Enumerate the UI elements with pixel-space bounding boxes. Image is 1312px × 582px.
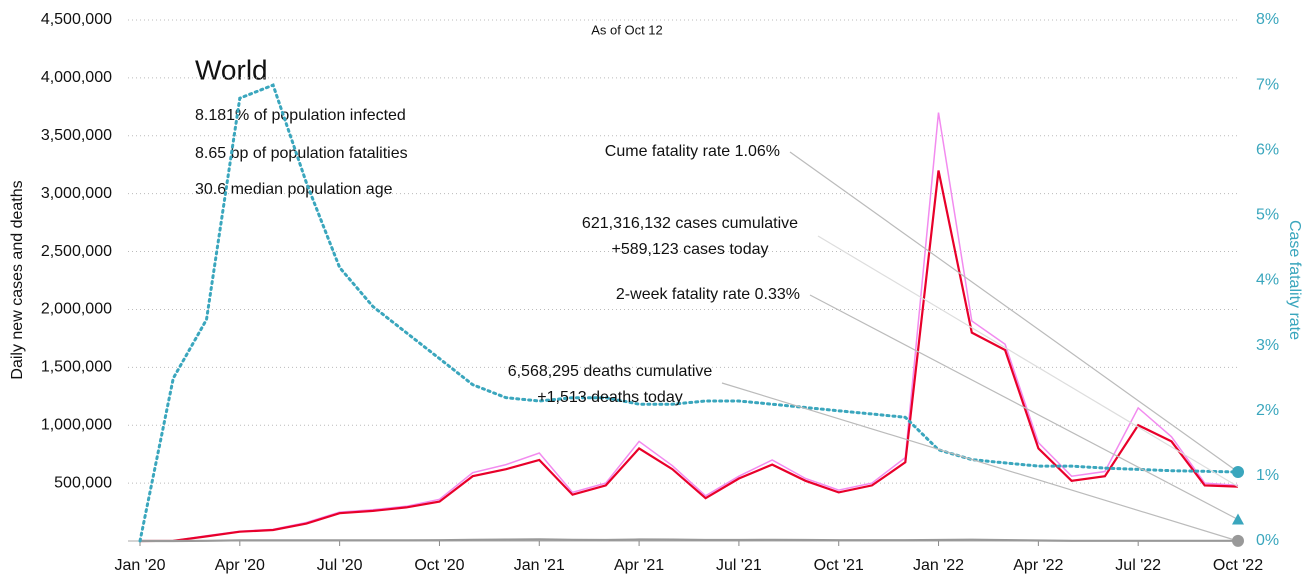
stat: 8.65 bp of population fatalities xyxy=(195,145,408,162)
y-tick-label: 4,500,000 xyxy=(41,11,112,28)
y2-tick-label: 6% xyxy=(1256,141,1279,158)
annotation: Cume fatality rate 1.06% xyxy=(605,143,780,160)
leader-line xyxy=(789,151,1239,473)
y2-tick-label: 3% xyxy=(1256,337,1279,354)
y2-tick-label: 0% xyxy=(1256,532,1279,549)
series-line xyxy=(138,83,1240,543)
annotation: 621,316,132 cases cumulative xyxy=(582,215,798,232)
end-marker xyxy=(1232,465,1244,478)
x-tick-label: Jul '21 xyxy=(716,557,762,574)
annotation: +1,513 deaths today xyxy=(537,389,682,406)
y-tick-label: 1,000,000 xyxy=(41,416,112,433)
series-line xyxy=(140,538,1238,543)
x-tick-label: Jan '20 xyxy=(114,557,165,574)
x-tick-label: Jan '21 xyxy=(514,557,565,574)
x-tick-label: Oct '22 xyxy=(1213,557,1263,574)
heading: World xyxy=(195,54,268,85)
y2-tick-label: 4% xyxy=(1256,272,1279,289)
x-tick-label: Apr '22 xyxy=(1013,557,1063,574)
y2-axis-label: Case fatality rate xyxy=(1286,220,1303,340)
leader-line xyxy=(809,294,1239,521)
y-tick-label: 4,000,000 xyxy=(41,69,112,86)
stat: 8.181% of population infected xyxy=(195,107,406,124)
annotation: 6,568,295 deaths cumulative xyxy=(508,363,713,380)
end-marker xyxy=(1232,513,1244,525)
y-tick-label: 500,000 xyxy=(54,474,112,491)
y2-tick-label: 7% xyxy=(1256,76,1279,93)
y-tick-label: 2,500,000 xyxy=(41,243,112,260)
annotation: +589,123 cases today xyxy=(611,241,768,258)
x-tick-label: Apr '21 xyxy=(614,557,664,574)
x-tick-label: Jan '22 xyxy=(913,557,964,574)
leader-line xyxy=(817,235,1239,488)
y-tick-label: 2,000,000 xyxy=(41,301,112,318)
x-tick-label: Apr '20 xyxy=(215,557,265,574)
y2-tick-label: 1% xyxy=(1256,467,1279,484)
leader-line xyxy=(721,382,1239,542)
y2-tick-label: 5% xyxy=(1256,207,1279,224)
annotation: 2-week fatality rate 0.33% xyxy=(616,286,800,303)
x-tick-label: Oct '20 xyxy=(414,557,464,574)
y-axis-label: Daily new cases and deaths xyxy=(9,180,26,379)
series-line xyxy=(139,170,1239,543)
y-tick-label: 1,500,000 xyxy=(41,359,112,376)
end-marker xyxy=(1232,534,1244,547)
y-tick-label: 3,000,000 xyxy=(41,185,112,202)
x-tick-label: Jul '20 xyxy=(317,557,363,574)
x-tick-label: Jul '22 xyxy=(1115,557,1161,574)
y2-tick-label: 2% xyxy=(1256,402,1279,419)
subtitle: As of Oct 12 xyxy=(591,22,663,37)
x-tick-label: Oct '21 xyxy=(814,557,864,574)
y-tick-label: 3,500,000 xyxy=(41,127,112,144)
y2-tick-label: 8% xyxy=(1256,11,1279,28)
